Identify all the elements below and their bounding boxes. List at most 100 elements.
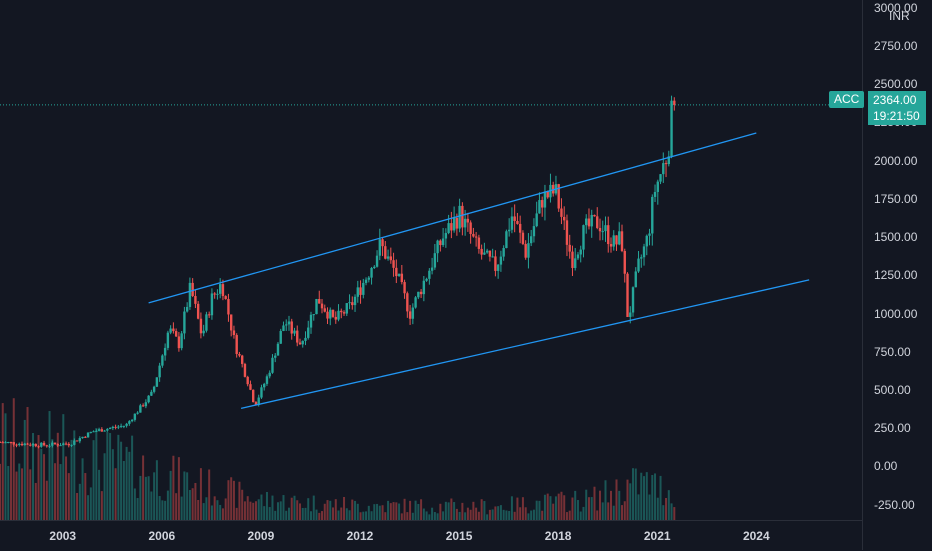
candle-body — [51, 442, 54, 446]
candle-body — [4, 442, 7, 444]
volume-bar — [282, 495, 285, 520]
candle-body — [235, 335, 238, 354]
candle-body — [384, 246, 387, 259]
candle-body — [565, 220, 569, 245]
candle-body — [229, 314, 233, 331]
volume-bar — [513, 511, 516, 520]
volume-bar — [480, 499, 483, 520]
candle-body — [656, 181, 659, 192]
candle-body — [408, 311, 412, 319]
volume-bar — [180, 496, 183, 520]
volume-bar — [139, 475, 142, 520]
trendlines[interactable] — [148, 132, 810, 409]
currency-label: INR — [889, 9, 910, 23]
volume-bar — [249, 501, 252, 520]
candle-body — [480, 248, 483, 255]
candle-body — [634, 271, 637, 288]
volume-bar — [524, 507, 527, 520]
candle-body — [163, 347, 167, 356]
time-axis[interactable]: 2003 2006 2009 2012 2015 2018 2021 2024 — [0, 520, 862, 551]
candle-body — [103, 430, 106, 432]
candle-body — [488, 250, 492, 257]
candle-body — [48, 445, 51, 447]
candle-body — [370, 267, 373, 278]
price-axis[interactable]: 3000.002750.002500.002250.002000.001750.… — [862, 0, 932, 550]
volume-bar — [40, 448, 43, 520]
channel-upper-trendline[interactable] — [148, 132, 757, 304]
volume-bar — [554, 496, 557, 520]
volume-bar — [505, 510, 508, 520]
volume-bar — [161, 500, 164, 520]
candle-body — [100, 429, 104, 432]
volume-bar — [65, 456, 68, 520]
candle-body — [64, 443, 68, 445]
volume-bar — [389, 503, 392, 520]
volume-bar — [43, 454, 46, 520]
candle-body — [483, 252, 486, 255]
candle-body — [612, 235, 615, 247]
candle-body — [329, 309, 332, 319]
volume-bar — [274, 510, 277, 520]
volume-bar — [574, 490, 577, 520]
volume-bar — [477, 511, 480, 520]
candle-body — [37, 446, 40, 448]
y-tick-label: 1750.00 — [874, 191, 918, 206]
volume-bar — [268, 507, 271, 520]
candle-body — [469, 222, 472, 234]
volume-bar — [285, 510, 288, 520]
x-tick-label: 2003 — [49, 529, 77, 543]
candle-body — [0, 442, 2, 443]
candle-body — [629, 312, 632, 317]
candle-body — [307, 327, 310, 338]
volume-bar — [351, 499, 354, 520]
candle-body — [271, 357, 274, 373]
candle-body — [155, 377, 159, 387]
candle-body — [257, 397, 260, 405]
x-tick-label: 2012 — [346, 529, 374, 543]
volume-bar — [238, 481, 241, 520]
volume-bar — [455, 508, 458, 520]
y-tick-label: 1000.00 — [874, 306, 918, 321]
volume-bar — [210, 505, 213, 520]
candle-body — [263, 383, 266, 388]
volume-bar — [662, 505, 665, 520]
candle-body — [673, 100, 676, 105]
volume-bar — [95, 427, 98, 520]
candle-body — [557, 184, 560, 209]
candle-body — [252, 389, 255, 403]
candle-body — [642, 246, 646, 258]
volume-bar — [609, 490, 612, 520]
candle-body — [318, 298, 321, 304]
candle-body — [510, 216, 514, 230]
candle-body — [279, 330, 282, 344]
channel-lower-trendline[interactable] — [240, 279, 810, 409]
volume-bar — [144, 476, 147, 520]
candle-body — [326, 311, 329, 319]
volume-bar — [510, 496, 513, 520]
volume-bar — [326, 500, 329, 520]
volume-bar — [186, 472, 189, 520]
candle-body — [23, 443, 26, 446]
candle-body — [450, 223, 453, 231]
volume-bar — [461, 502, 464, 520]
volume-bar — [585, 489, 588, 520]
volume-bar — [337, 510, 340, 520]
volume-bar — [590, 497, 593, 520]
volume-bar — [166, 490, 169, 520]
candle-body — [364, 279, 368, 283]
candle-body — [461, 205, 464, 228]
candle-body — [174, 331, 178, 337]
candle-body — [516, 220, 519, 224]
candle-body — [496, 264, 500, 271]
candle-body — [640, 257, 643, 259]
candle-body — [309, 314, 313, 328]
candle-body — [7, 442, 10, 444]
candle-body — [177, 336, 181, 349]
candle-body — [593, 214, 596, 217]
volume-bar — [76, 492, 79, 520]
candle-body — [45, 445, 48, 447]
candle-body — [218, 284, 222, 294]
candle-body — [75, 440, 79, 442]
volume-bar — [634, 468, 637, 520]
